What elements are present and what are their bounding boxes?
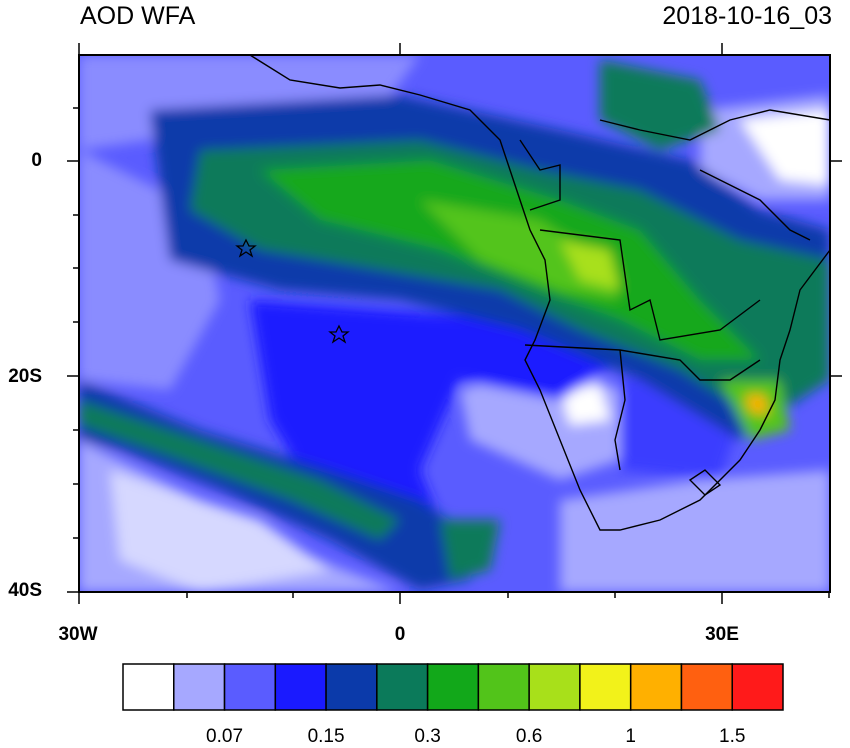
y-tick-label-20s: 20S xyxy=(8,366,42,387)
colorbar-label: 1.5 xyxy=(719,726,746,747)
colorbar-swatch xyxy=(579,663,632,711)
colorbar-label: 0.6 xyxy=(515,726,543,747)
colorbar-swatch xyxy=(274,663,327,711)
colorbar-label: 0.07 xyxy=(206,726,244,747)
x-tick-label-30w: 30W xyxy=(58,624,98,645)
axis-ticks xyxy=(67,43,842,604)
colorbar-swatch xyxy=(173,663,226,711)
y-tick-label-40s: 40S xyxy=(8,580,42,601)
colorbar-swatch xyxy=(528,663,581,711)
colorbar-swatch xyxy=(376,663,429,711)
star-marker xyxy=(235,238,257,258)
colorbar-swatch xyxy=(477,663,530,711)
colorbar-label: 1 xyxy=(625,726,636,747)
colorbar-swatch xyxy=(426,663,480,711)
map-title: AOD WFA xyxy=(80,2,196,30)
colorbar-swatch xyxy=(731,663,784,711)
colorbar-swatch xyxy=(122,663,175,711)
colorbar-swatch xyxy=(680,663,733,711)
coastlines xyxy=(249,55,830,531)
colorbar-swatch xyxy=(325,663,378,711)
station-markers xyxy=(235,238,350,344)
colorbar-swatch xyxy=(629,663,683,711)
x-tick-label-30e: 30E xyxy=(705,624,739,645)
timestamp-label: 2018-10-16_03 xyxy=(662,2,832,30)
colorbar-swatch xyxy=(223,663,277,711)
x-tick-label-0: 0 xyxy=(394,624,406,645)
colorbar-label: 0.15 xyxy=(307,726,345,747)
y-tick-label-0: 0 xyxy=(31,150,42,171)
colorbar-label: 0.3 xyxy=(414,726,441,747)
aod-field xyxy=(79,55,830,592)
star-marker xyxy=(328,324,350,344)
colorbar xyxy=(122,663,784,711)
map-frame xyxy=(78,54,831,593)
